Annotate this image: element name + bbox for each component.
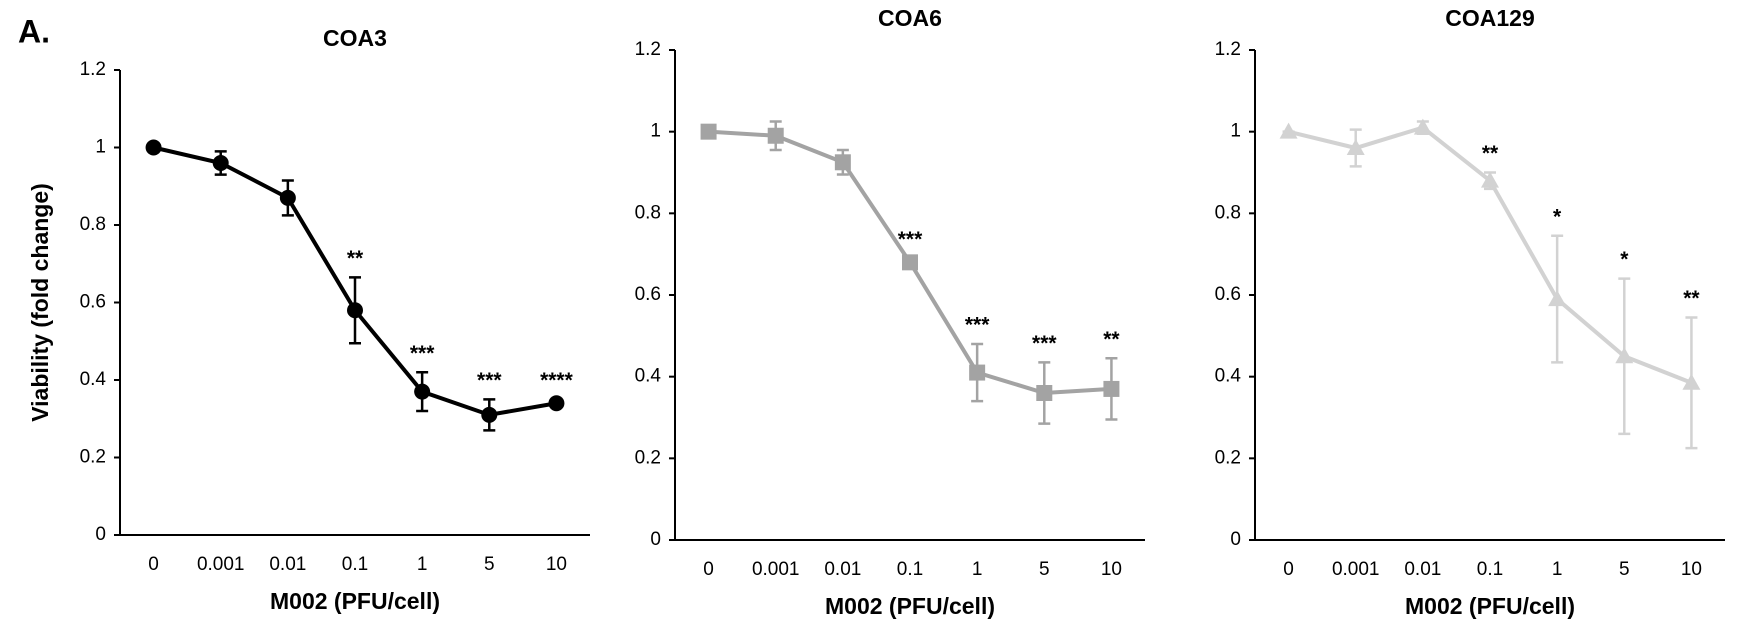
data-point: [834, 154, 851, 171]
chart-title: COA129: [1445, 5, 1534, 31]
x-tick-label: 0.01: [269, 554, 306, 575]
y-tick-label: 0.2: [80, 447, 106, 468]
x-axis-label: M002 (PFU/cell): [270, 588, 440, 614]
data-point: [548, 395, 565, 412]
y-tick-label: 0.4: [80, 369, 107, 390]
y-tick-label: 1.2: [635, 39, 661, 60]
x-tick-label: 10: [1101, 559, 1122, 580]
x-tick-label: 0.1: [897, 559, 923, 580]
y-tick-label: 0.2: [1215, 447, 1241, 468]
y-tick-label: 0.6: [635, 284, 661, 305]
significance-label: *: [1620, 248, 1629, 271]
significance-label: *: [1553, 205, 1562, 228]
chart-title: COA6: [878, 5, 942, 31]
significance-label: ****: [540, 369, 574, 392]
x-axis-label: M002 (PFU/cell): [825, 593, 995, 619]
series-line: [1288, 125, 1693, 385]
x-tick-label: 10: [1681, 559, 1702, 580]
significance-label: ***: [410, 342, 435, 365]
y-tick-label: 0.6: [80, 292, 106, 313]
significance-label: ***: [898, 228, 923, 251]
x-tick-label: 0.01: [824, 559, 861, 580]
x-tick-label: 1: [417, 554, 428, 575]
significance-label: **: [1683, 287, 1700, 310]
data-point: [902, 254, 918, 271]
x-tick-label: 0.01: [1404, 559, 1441, 580]
x-tick-label: 5: [1619, 559, 1630, 580]
y-tick-label: 0: [650, 529, 661, 550]
data-point: [1036, 385, 1053, 401]
data-point: [1413, 118, 1432, 135]
data-point: [969, 364, 986, 381]
significance-label: ***: [965, 314, 990, 337]
x-tick-label: 0: [148, 554, 159, 575]
x-tick-label: 0: [703, 559, 714, 580]
data-point: [481, 406, 498, 423]
data-point: [145, 139, 162, 156]
data-point: [347, 302, 363, 319]
x-tick-label: 1: [1552, 559, 1563, 580]
y-axis-label: Viability (fold change): [27, 183, 53, 422]
significance-label: **: [1482, 142, 1499, 165]
data-point: [279, 189, 296, 206]
data-point: [1615, 347, 1634, 364]
significance-label: ***: [477, 369, 502, 392]
data-point: [767, 127, 784, 144]
x-tick-label: 10: [546, 554, 567, 575]
data-point: [1346, 139, 1365, 155]
chart-title: COA3: [323, 25, 387, 51]
y-tick-label: 0.4: [1215, 366, 1242, 387]
x-tick-label: 0.001: [1332, 559, 1380, 580]
data-point: [1279, 122, 1298, 139]
y-tick-label: 0.2: [635, 447, 661, 468]
x-tick-label: 0.1: [1477, 559, 1503, 580]
y-tick-label: 0.8: [80, 214, 106, 235]
data-point: [212, 155, 229, 171]
panel-label: A.: [18, 13, 50, 49]
data-point: [1481, 171, 1499, 188]
x-tick-label: 5: [1039, 559, 1050, 580]
data-point: [1548, 290, 1567, 307]
data-point: [700, 123, 717, 140]
x-tick-label: 0.001: [752, 559, 800, 580]
y-tick-label: 1.2: [1215, 39, 1241, 60]
significance-label: **: [347, 247, 364, 270]
y-tick-label: 1: [1230, 121, 1241, 142]
y-tick-label: 0.8: [1215, 202, 1241, 223]
y-tick-label: 0.6: [1215, 284, 1241, 305]
y-tick-label: 1.2: [80, 59, 106, 80]
y-tick-label: 1: [650, 121, 661, 142]
x-tick-label: 0: [1283, 559, 1294, 580]
y-tick-label: 0.8: [635, 202, 661, 223]
significance-label: **: [1103, 328, 1120, 351]
y-tick-label: 0.4: [635, 366, 662, 387]
x-tick-label: 0.1: [342, 554, 368, 575]
x-axis-label: M002 (PFU/cell): [1405, 593, 1575, 619]
y-tick-label: 0: [95, 524, 106, 545]
data-point: [414, 383, 431, 400]
data-point: [1682, 373, 1701, 390]
y-tick-label: 0: [1230, 529, 1241, 550]
y-tick-label: 1: [95, 137, 106, 158]
x-tick-label: 1: [972, 559, 983, 580]
data-point: [1103, 380, 1120, 397]
x-tick-label: 5: [484, 554, 495, 575]
significance-label: ***: [1032, 332, 1057, 355]
x-tick-label: 0.001: [197, 554, 245, 575]
